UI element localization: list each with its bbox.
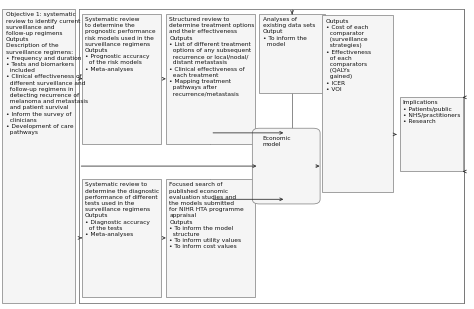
FancyBboxPatch shape: [400, 97, 463, 171]
Text: Implications
• Patients/public
• NHS/practitioners
• Research: Implications • Patients/public • NHS/pra…: [403, 100, 460, 124]
Text: Focused search of
published economic
evaluation studies and
the models submitted: Focused search of published economic eva…: [169, 182, 244, 249]
Text: Economic
model: Economic model: [263, 136, 291, 147]
FancyBboxPatch shape: [259, 14, 325, 93]
Text: Systematic review
to determine the
prognostic performance
risk models used in th: Systematic review to determine the progn…: [85, 17, 155, 72]
Text: Objective 1: systematic
review to identify current
surveillance and
follow-up re: Objective 1: systematic review to identi…: [6, 12, 88, 135]
FancyBboxPatch shape: [166, 14, 255, 144]
FancyBboxPatch shape: [252, 128, 320, 204]
FancyBboxPatch shape: [82, 14, 161, 144]
FancyBboxPatch shape: [322, 15, 392, 192]
Text: Systematic review to
determine the diagnostic
performance of different
tests use: Systematic review to determine the diagn…: [85, 182, 159, 237]
Text: Analyses of
existing data sets
Output
• To inform the
  model: Analyses of existing data sets Output • …: [263, 17, 315, 47]
FancyBboxPatch shape: [2, 9, 75, 303]
FancyBboxPatch shape: [166, 179, 255, 297]
FancyBboxPatch shape: [82, 179, 161, 297]
Text: Outputs
• Cost of each
  comparator
  (surveillance
  strategies)
• Effectivenes: Outputs • Cost of each comparator (surve…: [326, 19, 371, 92]
Text: Structured review to
determine treatment options
and their effectiveness
Outputs: Structured review to determine treatment…: [169, 17, 255, 96]
